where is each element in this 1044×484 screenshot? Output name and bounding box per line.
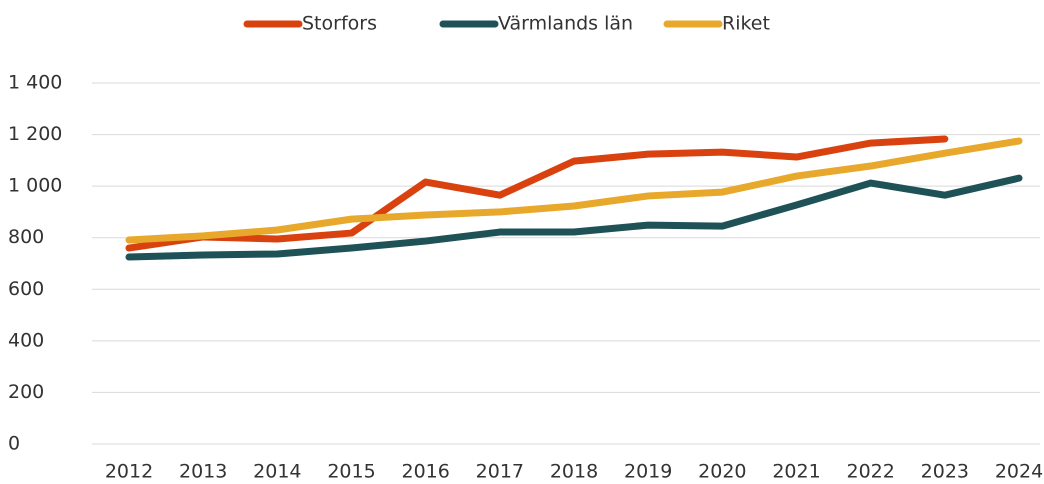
legend-label: Värmlands län (498, 13, 633, 35)
legend-label: Riket (722, 13, 770, 35)
series-line (125, 137, 1023, 244)
x-tick-label: 2018 (550, 461, 598, 483)
x-tick-label: 2024 (995, 461, 1043, 483)
y-tick-label: 1 000 (8, 175, 62, 197)
x-tick-label: 2022 (846, 461, 894, 483)
x-tick-label: 2021 (772, 461, 820, 483)
y-tick-label: 1 200 (8, 123, 62, 145)
x-tick-label: 2017 (476, 461, 524, 483)
x-tick-label: 2013 (179, 461, 227, 483)
y-tick-label: 400 (8, 329, 44, 351)
x-tick-label: 2020 (698, 461, 746, 483)
series-line (125, 174, 1023, 261)
x-tick-label: 2023 (921, 461, 969, 483)
x-tick-label: 2014 (253, 461, 301, 483)
y-tick-label: 200 (8, 381, 44, 403)
x-tick-label: 2012 (105, 461, 153, 483)
legend-label: Storfors (302, 13, 377, 35)
y-tick-label: 800 (8, 226, 44, 248)
series-line (125, 135, 949, 252)
y-tick-label: 600 (8, 278, 44, 300)
y-tick-label: 1 400 (8, 72, 62, 94)
x-tick-label: 2015 (327, 461, 375, 483)
x-tick-label: 2019 (624, 461, 672, 483)
y-tick-label: 0 (8, 433, 20, 455)
x-tick-label: 2016 (401, 461, 449, 483)
